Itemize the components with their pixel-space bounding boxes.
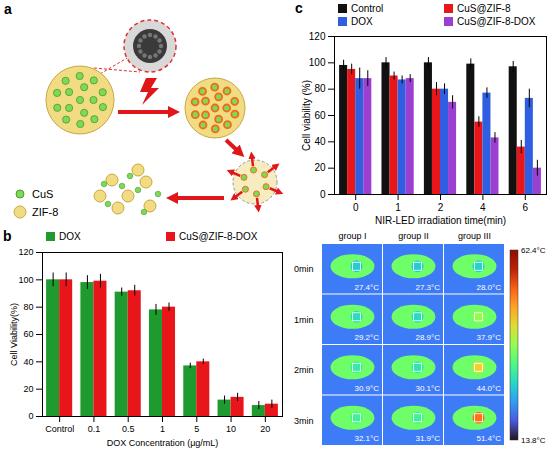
html-text:CuS@ZIF-8: CuS@ZIF-8	[457, 3, 511, 14]
svg-text:30.9°C: 30.9°C	[354, 384, 379, 393]
svg-text:2min: 2min	[294, 365, 314, 375]
svg-text:27.3°C: 27.3°C	[415, 283, 440, 292]
svg-text:1: 1	[160, 424, 165, 434]
svg-text:NIR-LED irradiation time(min): NIR-LED irradiation time(min)	[375, 215, 506, 226]
svg-text:28.0°C: 28.0°C	[476, 283, 501, 292]
svg-text:28.9°C: 28.9°C	[415, 333, 440, 342]
svg-text:51.4°C: 51.4°C	[476, 434, 501, 443]
svg-text:0min: 0min	[294, 264, 314, 274]
html-text:CuS@ZIF-8-DOX: CuS@ZIF-8-DOX	[179, 231, 258, 242]
svg-text:0.1: 0.1	[88, 424, 101, 434]
svg-text:Control: Control	[45, 424, 74, 434]
svg-text:31.9°C: 31.9°C	[415, 434, 440, 443]
svg-text:DOX Concentration (μg/mL): DOX Concentration (μg/mL)	[107, 438, 219, 448]
svg-text:2: 2	[438, 202, 444, 213]
svg-text:60: 60	[23, 329, 33, 339]
svg-text:0: 0	[320, 189, 326, 200]
html-text:c: c	[295, 0, 303, 16]
svg-text:ZIF-8: ZIF-8	[32, 206, 58, 218]
svg-text:40: 40	[314, 136, 326, 147]
svg-text:CuS: CuS	[32, 188, 53, 200]
svg-text:120: 120	[309, 31, 326, 42]
svg-text:29.2°C: 29.2°C	[354, 333, 379, 342]
svg-text:Cell Viability(%): Cell Viability(%)	[9, 303, 19, 366]
html-text:Control: Control	[351, 3, 384, 14]
svg-text:44.0°C: 44.0°C	[476, 384, 501, 393]
svg-text:0: 0	[28, 411, 33, 421]
svg-text:40: 40	[23, 357, 33, 367]
svg-text:27.4°C: 27.4°C	[354, 283, 379, 292]
svg-text:37.9°C: 37.9°C	[476, 333, 501, 342]
svg-text:32.1°C: 32.1°C	[354, 434, 379, 443]
svg-text:1min: 1min	[294, 315, 314, 325]
svg-text:10: 10	[226, 424, 236, 434]
svg-text:20: 20	[23, 384, 33, 394]
svg-text:62.4°C: 62.4°C	[521, 246, 546, 255]
svg-text:a: a	[4, 1, 12, 17]
html-text:DOX: DOX	[351, 16, 373, 27]
svg-text:1: 1	[395, 202, 401, 213]
svg-text:20: 20	[260, 424, 270, 434]
svg-text:120: 120	[18, 247, 33, 257]
html-text:CuS@ZIF-8-DOX: CuS@ZIF-8-DOX	[457, 16, 536, 27]
html-text:b: b	[3, 228, 12, 244]
svg-text:100: 100	[18, 275, 33, 285]
svg-text:6: 6	[523, 202, 529, 213]
svg-text:0: 0	[353, 202, 359, 213]
svg-text:3min: 3min	[294, 416, 314, 426]
svg-text:4: 4	[480, 202, 486, 213]
svg-text:Cell viability (%): Cell viability (%)	[301, 80, 312, 151]
svg-text:group III: group III	[458, 231, 491, 241]
svg-text:80: 80	[314, 83, 326, 94]
svg-text:group II: group II	[398, 231, 429, 241]
svg-text:group I: group I	[338, 231, 366, 241]
svg-text:13.8°C: 13.8°C	[521, 436, 546, 445]
html-text:DOX: DOX	[59, 231, 81, 242]
svg-text:100: 100	[309, 57, 326, 68]
svg-text:60: 60	[314, 110, 326, 121]
svg-text:30.1°C: 30.1°C	[415, 384, 440, 393]
svg-text:5: 5	[194, 424, 199, 434]
svg-text:80: 80	[23, 302, 33, 312]
svg-text:0.5: 0.5	[122, 424, 135, 434]
svg-text:20: 20	[314, 162, 326, 173]
